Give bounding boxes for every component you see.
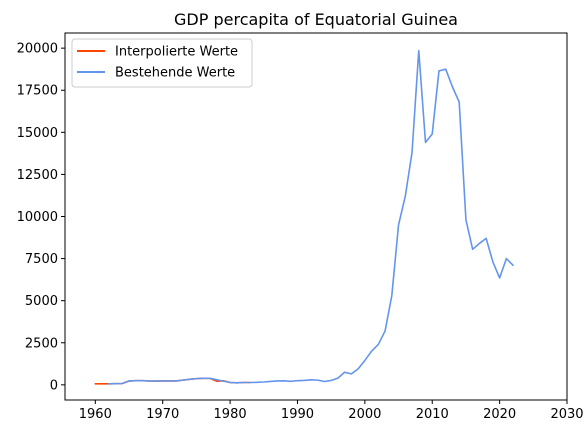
- y-tick-label: 20000: [17, 42, 58, 57]
- x-tick-label: 1990: [281, 407, 314, 422]
- y-tick-label: 12500: [17, 168, 58, 183]
- y-axis: 0 2500 5000 7500 10000 12500 15000 17500 20000: [17, 42, 65, 394]
- y-tick-label: 7500: [25, 252, 58, 267]
- plot-frame: [65, 33, 567, 400]
- x-tick-label: 2020: [483, 407, 516, 422]
- legend: Interpolierte Werte Bestehende Werte: [72, 39, 252, 87]
- legend-label-0: Interpolierte Werte: [115, 45, 238, 60]
- y-tick-label: 2500: [25, 336, 58, 351]
- plot-lines: [95, 51, 513, 384]
- chart-title: GDP percapita of Equatorial Guinea: [174, 10, 458, 29]
- x-tick-label: 2030: [550, 407, 583, 422]
- legend-label-1: Bestehende Werte: [115, 66, 235, 81]
- x-tick-label: 2010: [416, 407, 449, 422]
- x-axis: 1960 1970 1980 1990 2000 2010 2020 2030: [79, 400, 584, 422]
- series-line-1: [109, 51, 513, 384]
- x-tick-label: 2000: [348, 407, 381, 422]
- y-tick-label: 15000: [17, 126, 58, 141]
- y-tick-label: 5000: [25, 294, 58, 309]
- x-tick-label: 1970: [146, 407, 179, 422]
- y-tick-label: 0: [50, 378, 58, 393]
- x-tick-label: 1960: [79, 407, 112, 422]
- x-tick-label: 1980: [214, 407, 247, 422]
- y-tick-label: 17500: [17, 84, 58, 99]
- y-tick-label: 10000: [17, 210, 58, 225]
